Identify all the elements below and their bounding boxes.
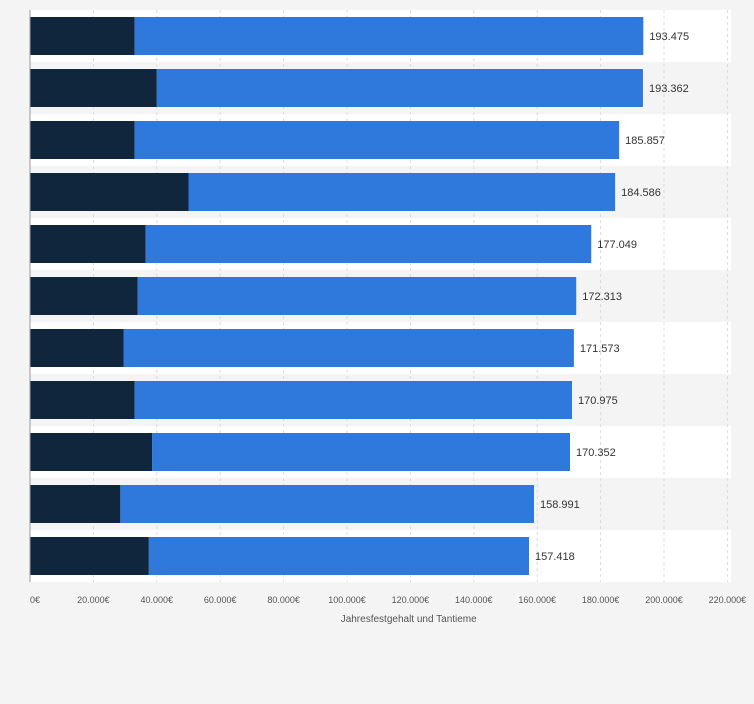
x-tick-label: 140.000€ bbox=[455, 595, 493, 605]
bar-segment-series-1 bbox=[123, 329, 574, 367]
bar-segment-series-1 bbox=[120, 485, 535, 523]
bar-total-label: 171.573 bbox=[580, 343, 620, 355]
bar-total-label: 172.313 bbox=[582, 291, 622, 303]
bar-total-label: 177.049 bbox=[597, 239, 637, 251]
x-tick-label: 100.000€ bbox=[328, 595, 366, 605]
bar-segment-series-1 bbox=[134, 121, 620, 159]
bar-total-label: 157.418 bbox=[535, 551, 575, 563]
bar-segment-series-1 bbox=[148, 537, 530, 575]
bar-segment-series-1 bbox=[137, 277, 577, 315]
bar-segment-series-0 bbox=[30, 69, 157, 107]
x-tick-label: 40.000€ bbox=[141, 595, 174, 605]
bar-total-label: 184.586 bbox=[621, 187, 661, 199]
x-axis-title: Jahresfestgehalt und Tantieme bbox=[341, 614, 477, 625]
bar-total-label: 170.352 bbox=[576, 447, 616, 459]
x-tick-label: 120.000€ bbox=[392, 595, 430, 605]
x-tick-label: 60.000€ bbox=[204, 595, 237, 605]
x-tick-label: 220.000€ bbox=[709, 595, 747, 605]
bar-segment-series-0 bbox=[30, 485, 121, 523]
bar-total-label: 185.857 bbox=[625, 135, 665, 147]
bar-segment-series-0 bbox=[30, 381, 135, 419]
x-tick-label: 20.000€ bbox=[77, 595, 110, 605]
bar-segment-series-1 bbox=[134, 17, 644, 55]
x-tick-label: 0€ bbox=[30, 595, 40, 605]
bar-segment-series-0 bbox=[30, 225, 146, 263]
bar-segment-series-1 bbox=[152, 433, 571, 471]
bar-segment-series-1 bbox=[188, 173, 616, 211]
bar-total-label: 193.362 bbox=[649, 83, 689, 95]
bar-total-label: 193.475 bbox=[649, 31, 689, 43]
bar-segment-series-0 bbox=[30, 277, 138, 315]
x-tick-label: 200.000€ bbox=[645, 595, 683, 605]
x-tick-label: 180.000€ bbox=[582, 595, 620, 605]
bar-segment-series-0 bbox=[30, 537, 149, 575]
bar-segment-series-1 bbox=[134, 381, 572, 419]
bar-total-label: 170.975 bbox=[578, 395, 618, 407]
bar-segment-series-0 bbox=[30, 329, 124, 367]
bar-segment-series-0 bbox=[30, 173, 189, 211]
bar-segment-series-1 bbox=[156, 69, 643, 107]
bar-segment-series-1 bbox=[145, 225, 592, 263]
bar-segment-series-0 bbox=[30, 17, 135, 55]
bar-segment-series-0 bbox=[30, 433, 153, 471]
bar-segment-series-0 bbox=[30, 121, 135, 159]
bar-total-label: 158.991 bbox=[540, 499, 580, 511]
x-tick-label: 80.000€ bbox=[267, 595, 300, 605]
x-tick-label: 160.000€ bbox=[518, 595, 556, 605]
